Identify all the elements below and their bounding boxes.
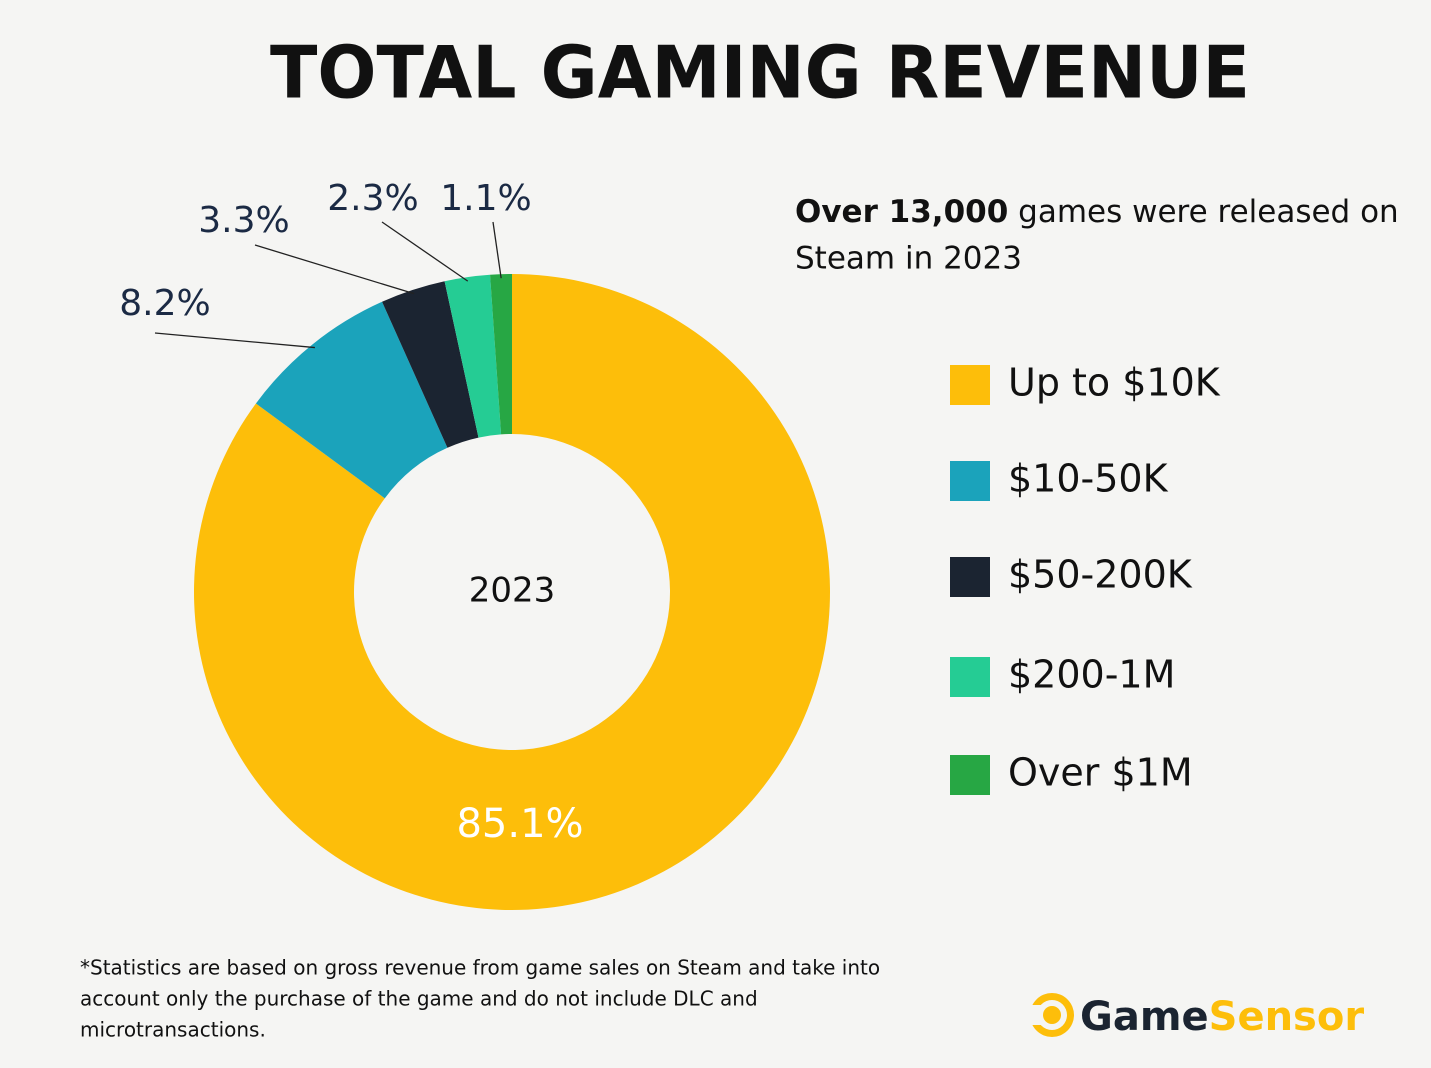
logo-part: Game <box>1080 994 1209 1040</box>
leader-line <box>254 244 415 295</box>
legend-swatch <box>950 657 990 697</box>
slice <box>255 301 448 499</box>
legend-swatch <box>950 557 990 597</box>
note-line: Steam in 2023 <box>795 241 1022 277</box>
legend-swatch <box>950 755 990 795</box>
data-label: 2.3% <box>327 178 418 219</box>
slice <box>382 281 479 448</box>
center-label: 2023 <box>469 571 556 611</box>
slice <box>490 274 512 435</box>
note-bold: Over 13,000 <box>795 194 1008 230</box>
legend-label: $50-200K <box>1008 553 1193 597</box>
slice <box>444 274 502 438</box>
data-label: 3.3% <box>198 200 289 241</box>
legend-swatch <box>950 365 990 405</box>
note-rest: games were released on <box>1008 194 1398 230</box>
legend-swatch <box>950 461 990 501</box>
footnote: *Statistics are based on gross revenue f… <box>80 956 880 980</box>
slice <box>193 274 831 910</box>
footnote: account only the purchase of the game an… <box>80 987 758 1011</box>
logo-text: GameSensor <box>1080 994 1364 1040</box>
leader-line <box>492 221 502 279</box>
legend-label: Up to $10K <box>1008 361 1221 405</box>
logo-icon <box>1030 993 1074 1037</box>
legend-label: Over $1M <box>1008 751 1193 795</box>
logo-part: Sensor <box>1209 994 1365 1040</box>
leader-line <box>154 332 315 349</box>
legend-label: $200-1M <box>1008 653 1175 697</box>
chart-title: TOTAL GAMING REVENUE <box>270 31 1250 115</box>
leader-line <box>381 221 469 282</box>
data-label: 85.1% <box>456 801 583 847</box>
data-label: 1.1% <box>440 178 531 219</box>
data-label: 8.2% <box>119 283 210 324</box>
footnote: microtransactions. <box>80 1018 266 1042</box>
legend-label: $10-50K <box>1008 457 1169 501</box>
note-line: Over 13,000 games were released on <box>795 194 1399 230</box>
